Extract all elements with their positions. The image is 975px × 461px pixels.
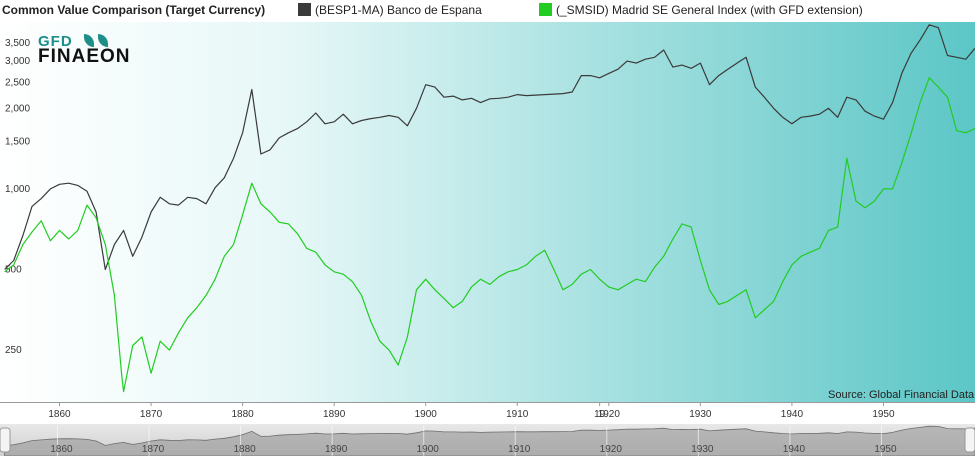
navigator-tick-label: 1870 [142,444,165,455]
y-tick-label: 2,000 [5,103,30,114]
y-tick-label: 1,500 [5,137,30,148]
series-line-1[interactable] [4,24,975,271]
y-tick-label: 3,000 [5,56,30,67]
y-axis: 250 500 1,000 1,500 2,000 2,500 3,000 3,500 [5,38,30,356]
legend-label-series-2: (_SMSID) Madrid SE General Index (with G… [556,3,863,17]
plot-background [0,22,975,402]
y-tick-label: 2,500 [5,77,30,88]
x-axis: 1860 1870 1880 1890 1900 1910 1920 1930 1940 1950… [0,402,975,420]
x-tick-label: 1890 [323,409,346,420]
legend-label-series-1: (BESP1-MA) Banco de Espana [315,3,482,17]
x-tick-label: 1870 [140,409,163,420]
logo-line-2: FINAEON [38,46,131,67]
legend-item-series-1[interactable]: (BESP1-MA) Banco de Espana [298,3,482,17]
navigator-right-handle[interactable] [964,427,975,453]
series-group [4,24,975,393]
x-tick-label: 19 [594,409,606,420]
x-tick-label: 1910 [506,409,529,420]
y-tick-label: 3,500 [5,38,30,49]
x-tick-label: 1950 [872,409,895,420]
navigator-tick-label: 1910 [508,444,531,455]
navigator-tick-label: 1930 [691,444,714,455]
logo-leaf-icon [84,34,94,47]
series-line-2[interactable] [4,77,975,393]
source-note: Source: Global Financial Data [828,389,975,401]
legend: Common Value Comparison (Target Currency… [0,0,975,22]
navigator[interactable]: 1860 1870 1880 1890 1900 1910 1920 1930 1940 1950 [4,425,975,457]
navigator-tick-label: 1950 [874,444,897,455]
x-tick-label: 1860 [48,409,71,420]
x-tick-label: 1920 [598,409,621,420]
navigator-tick-label: 1880 [233,444,256,455]
navigator-tick-label: 1900 [417,444,440,455]
y-tick-label: 1,000 [5,184,30,195]
legend-item-series-2[interactable]: (_SMSID) Madrid SE General Index (with G… [539,3,863,17]
y-tick-label: 500 [5,264,22,275]
gfd-finaeon-logo: GFD FINAEON [38,33,160,67]
x-tick-label: 1900 [415,409,438,420]
logo-line-1: GFD [38,33,73,50]
logo-leaf-icon [98,34,108,47]
legend-swatch-series-1 [298,3,311,16]
navigator-tick-label: 1940 [783,444,806,455]
legend-swatch-series-2 [539,3,552,16]
navigator-tick-label: 1890 [325,444,348,455]
x-tick-label: 1880 [231,409,254,420]
navigator-tick-label: 1860 [50,444,73,455]
y-tick-label: 250 [5,345,22,356]
x-tick-label: 1930 [689,409,712,420]
navigator-tick-label: 1920 [600,444,623,455]
navigator-left-handle[interactable] [0,427,11,453]
x-tick-label: 1940 [781,409,804,420]
chart-title: Common Value Comparison (Target Currency… [2,3,266,17]
navigator-series [4,425,975,457]
